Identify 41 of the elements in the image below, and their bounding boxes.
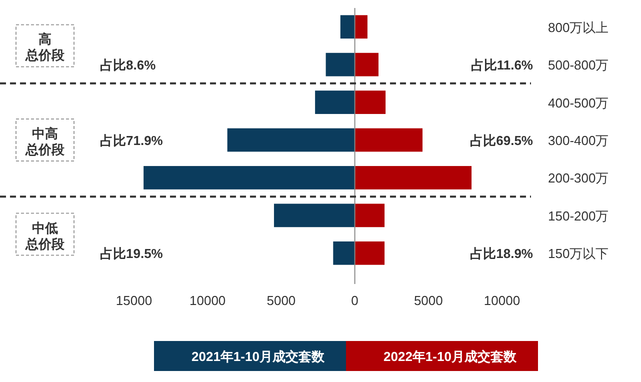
- text: 总价段: [24, 236, 66, 252]
- bar: [354, 128, 423, 152]
- x-tick-label: 5000: [414, 293, 443, 308]
- bar: [354, 90, 386, 114]
- x-tick-label: 0: [351, 293, 358, 308]
- text: 2021年1-10月成交套数: [192, 349, 326, 364]
- x-tick-label: 5000: [266, 293, 296, 308]
- x-tick-label: 10000: [190, 293, 226, 308]
- bar: [354, 52, 378, 76]
- bar: [274, 204, 355, 228]
- annotation: 占比69.5%: [470, 133, 534, 148]
- bar: [354, 166, 472, 190]
- annotation: 占比11.6%: [470, 58, 534, 73]
- bar: [354, 15, 368, 39]
- y-tick-label: 800万以上: [548, 20, 609, 35]
- text: 2022年1-10月成交套数: [384, 349, 518, 364]
- text: 中低: [32, 220, 58, 236]
- bar: [326, 52, 355, 76]
- bar: [227, 128, 355, 152]
- bar: [144, 166, 355, 190]
- text: 总价段: [24, 48, 66, 63]
- bar: [340, 15, 355, 39]
- annotation: 占比8.6%: [100, 58, 156, 73]
- bar: [354, 241, 385, 265]
- y-tick-label: 150万以下: [548, 246, 609, 262]
- bar: [333, 241, 355, 265]
- y-tick-label: 400-500万: [548, 95, 609, 110]
- x-tick-label: 15000: [116, 293, 152, 308]
- bar: [315, 90, 355, 114]
- text: 高: [38, 32, 52, 47]
- y-tick-label: 200-300万: [548, 170, 609, 186]
- annotation: 占比71.9%: [100, 133, 164, 148]
- annotation: 占比18.9%: [470, 246, 534, 262]
- y-tick-label: 300-400万: [548, 133, 609, 148]
- y-tick-label: 500-800万: [548, 58, 609, 73]
- x-tick-label: 10000: [484, 293, 520, 308]
- y-tick-label: 150-200万: [548, 208, 609, 224]
- bar: [354, 204, 385, 228]
- text: 总价段: [24, 142, 66, 157]
- annotation: 占比19.5%: [100, 246, 164, 262]
- text: 中高: [32, 126, 58, 141]
